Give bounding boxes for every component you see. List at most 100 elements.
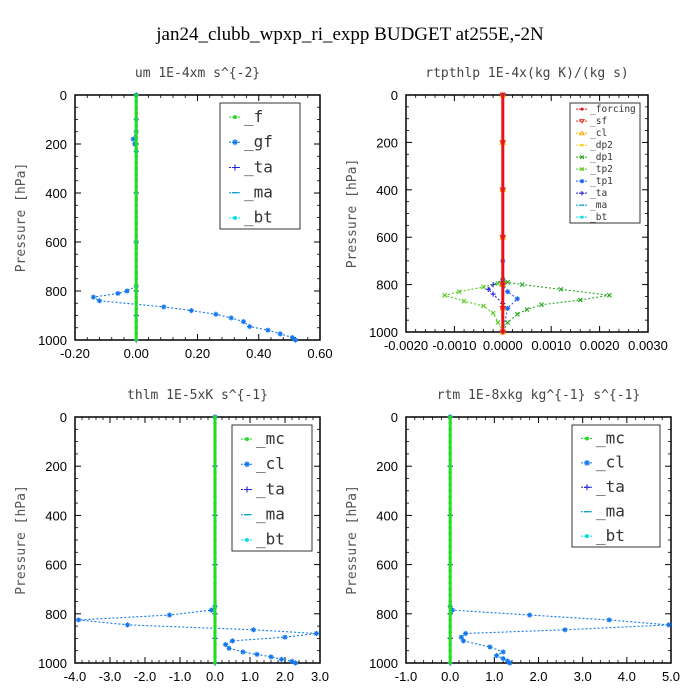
data-point [277,331,283,337]
data-point [134,332,138,336]
data-point [448,544,452,548]
series-tp2 [442,92,506,335]
data-point [448,513,452,518]
data-point [501,93,505,97]
panel-title: um 1E-4xm s^{-2} [135,66,260,81]
data-point [222,641,229,648]
data-point [134,326,138,330]
data-point [505,289,511,295]
data-point [134,221,138,226]
plot-grid: um 1E-4xm s^{-2}-0.20 0.00 0.20 0.40 0.60020… [14,66,680,684]
panel-title: thlm 1E-5xK s^{-1} [127,388,268,403]
data-point [213,476,217,481]
y-tick-label: 400 [45,186,67,201]
data-point [213,612,217,616]
data-point [495,320,501,325]
data-point [495,280,501,286]
data-point [213,482,217,487]
series-group [75,414,320,666]
data-point [501,330,505,334]
data-point [463,630,469,637]
data-point [448,575,452,579]
data-point [166,612,173,618]
legend-marker [233,215,237,220]
data-point [448,458,452,462]
legend-label: _sf [590,116,607,127]
data-point [501,306,505,311]
data-point [507,660,513,666]
data-point [213,630,217,634]
data-point [666,622,672,628]
data-point [213,501,217,505]
y-tick-label: 0 [391,88,398,103]
data-point [448,581,452,585]
data-point [213,593,217,598]
data-point [505,320,511,325]
legend-marker [233,115,237,120]
data-point [134,313,138,318]
legend-label: _dp2 [590,140,613,151]
data-point [448,587,452,591]
data-point [448,661,452,665]
y-tick-label: 1000 [38,656,67,671]
data-point [514,311,520,317]
x-tick-label: 2.0 [529,669,547,684]
data-point [130,136,136,142]
legend-marker [584,484,590,491]
data-point [213,556,217,561]
data-point [213,532,217,536]
data-point [448,525,452,530]
x-tick-label: 0.00 [124,346,149,361]
y-tick-label: 0 [60,88,67,103]
data-point [213,655,217,659]
data-point [461,298,467,304]
legend-label: _dp1 [590,152,613,163]
data-point [134,191,138,195]
data-point [448,519,452,524]
data-point [448,655,452,659]
series-group [447,414,672,666]
x-tick-label: 0.20 [185,346,210,361]
y-tick-label: 200 [45,459,67,474]
data-point [134,203,138,207]
data-point [278,656,285,662]
data-point [134,105,138,109]
x-tick-label: 1.0 [241,669,259,684]
data-point [448,476,452,481]
data-point [254,651,260,657]
data-point [487,644,493,650]
x-tick-label: 0.0 [441,669,459,684]
data-point [448,562,452,567]
data-point [134,93,138,97]
y-tick-label: 200 [376,135,398,150]
data-point [501,235,505,239]
data-point [134,179,138,183]
data-point [134,123,138,128]
legend: _forcing_sf_cl_dp2_dp1_tp2_tp1_ta_ma_bt [569,102,641,224]
x-tick-label: 0.0000 [483,338,523,353]
x-tick-label: 3.0 [574,669,592,684]
legend-box [219,102,301,230]
series-mc [448,415,452,665]
legend-marker [579,167,585,172]
legend-label: _f [244,107,263,126]
data-point [504,658,511,664]
data-point [213,421,217,425]
data-point [527,612,533,618]
x-tick-label: 4.0 [618,669,636,684]
legend-label: _tp2 [590,164,613,175]
data-point [134,130,138,134]
data-point [448,446,452,450]
y-tick-label: 400 [45,508,67,523]
data-point [448,415,452,419]
x-tick-label: 3.0 [311,669,329,684]
data-point [213,642,217,647]
legend-label: _ma [590,200,607,211]
y-axis-label: Pressure [hPa] [345,485,360,595]
data-point [213,599,217,604]
data-point [524,307,530,312]
data-point [500,649,506,655]
legend-label: _forcing [590,104,636,115]
legend-marker [579,178,585,184]
data-point [213,452,217,456]
